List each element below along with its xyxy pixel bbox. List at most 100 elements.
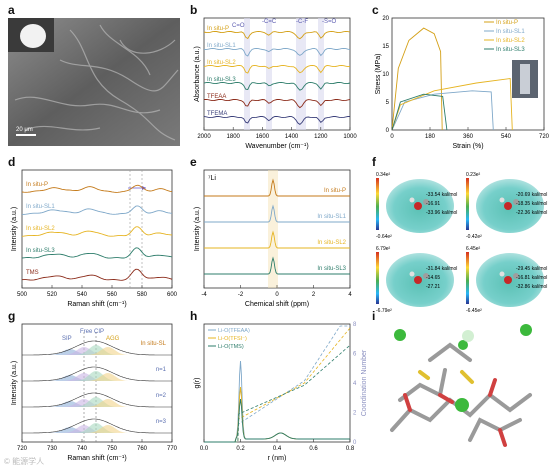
esp-value-label: -27.21 bbox=[426, 284, 440, 290]
panel-a-sem-image: 20 μm bbox=[8, 18, 180, 146]
tick-label: -2 bbox=[238, 292, 244, 298]
stress-strain-legend: In situ-P In situ-SL1 In situ-SL2 In situ-S… bbox=[484, 20, 525, 53]
tick-label: 0 bbox=[275, 292, 279, 298]
panel-letters: a b c d e f g h i bbox=[8, 3, 379, 323]
coordination-trace bbox=[204, 344, 351, 443]
raman-trace bbox=[21, 268, 173, 281]
raman-fit-row-labels: In situ-SL n=1 n=2 n=3 bbox=[141, 341, 167, 425]
esp-colorbar bbox=[466, 178, 469, 230]
panel-b-ftir-chart: C=O -C=C -C-F -S=O In situ-PIn situ-SL1I… bbox=[194, 17, 357, 150]
tick-label: 560 bbox=[107, 292, 118, 298]
esp-map: 0.34e² -0.64e² -33.54 kal/mol -16.91 -33.96 … bbox=[376, 172, 457, 240]
esp-scale-bottom: -0.64e² bbox=[376, 234, 392, 240]
raman-fit-row-label: n=2 bbox=[156, 393, 167, 399]
esp-value-label: -16.81 kal/mol bbox=[516, 275, 547, 281]
tick-label: 4 bbox=[348, 292, 352, 298]
tick-label: 0 bbox=[390, 134, 394, 140]
fit-peak bbox=[86, 373, 130, 381]
li-ion-2 bbox=[458, 340, 468, 350]
tick-label: 500 bbox=[17, 292, 28, 298]
esp-atom-o bbox=[504, 276, 512, 284]
tick-label: 750 bbox=[107, 446, 118, 452]
esp-scale-bottom: -6.79e² bbox=[376, 308, 392, 314]
rdf-traces bbox=[204, 325, 351, 443]
species-label-free: Free bbox=[80, 329, 93, 335]
esp-scale-top: 0.23e² bbox=[466, 172, 481, 178]
tick-label: 20 bbox=[382, 16, 389, 22]
membrane-disc-photo bbox=[20, 24, 46, 48]
tick-label: 540 bbox=[501, 134, 512, 140]
tick-label: 0.0 bbox=[200, 446, 209, 452]
tick-label: 520 bbox=[47, 292, 58, 298]
rdf-x-ticks: 0.0 0.2 0.4 0.6 0.8 bbox=[200, 439, 355, 452]
esp-value-label: -33.54 kal/mol bbox=[426, 192, 457, 198]
ftir-traces bbox=[203, 30, 351, 125]
esp-atom-o bbox=[414, 276, 422, 284]
esp-colorbar bbox=[376, 252, 379, 304]
panel-i-md-snapshot bbox=[390, 324, 532, 447]
tick-label: 6 bbox=[353, 352, 357, 358]
raman-y-axis-label: Intensity (a.u.) bbox=[11, 207, 18, 251]
species-label-sip: SIP bbox=[62, 336, 72, 342]
ftir-series-label: In situ-P bbox=[207, 26, 229, 32]
nmr-trace bbox=[204, 204, 350, 223]
esp-value-label: -16.91 bbox=[426, 201, 440, 207]
esp-value-label: -14.65 bbox=[426, 275, 440, 281]
raman-fit-peaks bbox=[22, 340, 172, 434]
tick-label: 740 bbox=[77, 446, 88, 452]
tick-label: 760 bbox=[137, 446, 148, 452]
tick-label: 770 bbox=[167, 446, 178, 452]
tick-label: 730 bbox=[47, 446, 58, 452]
raman-series-label: In situ-P bbox=[26, 182, 48, 188]
esp-scale-top: 0.34e² bbox=[376, 172, 391, 178]
tick-label: 1800 bbox=[227, 134, 241, 140]
tick-label: -4 bbox=[201, 292, 207, 298]
tick-label: 5 bbox=[386, 100, 390, 106]
esp-atom-c bbox=[423, 273, 429, 279]
band-label-c-o: C=O bbox=[232, 23, 245, 29]
nmr-trace bbox=[204, 178, 350, 197]
nmr-trace bbox=[204, 256, 350, 275]
raman-series-label: In situ-SL3 bbox=[26, 248, 55, 254]
tick-label: 360 bbox=[463, 134, 474, 140]
li-ion-3 bbox=[455, 398, 469, 412]
tick-label: 180 bbox=[425, 134, 436, 140]
rdf-trace bbox=[204, 398, 350, 443]
ftir-trace bbox=[203, 47, 351, 57]
nmr-traces bbox=[204, 178, 350, 275]
legend-label: In situ-SL1 bbox=[496, 29, 525, 35]
ftir-x-ticks: 2000 1800 1600 1400 1200 1000 bbox=[197, 127, 357, 140]
esp-value-label: -20.69 kal/mol bbox=[516, 192, 547, 198]
ftir-trace bbox=[203, 30, 351, 40]
panel-letter-f: f bbox=[372, 155, 377, 169]
fit-peak bbox=[86, 425, 130, 433]
nmr-series-label: In situ-SL3 bbox=[317, 266, 346, 272]
panel-letter-c: c bbox=[372, 3, 379, 17]
tick-label: 0.4 bbox=[273, 446, 282, 452]
esp-value-label: -29.45 kal/mol bbox=[516, 266, 547, 272]
tick-label: 1400 bbox=[285, 134, 299, 140]
rdf-y2-axis-label: Coordination Number bbox=[361, 349, 368, 416]
fit-envelope bbox=[22, 392, 172, 408]
esp-scale-top: 6.45e² bbox=[466, 246, 481, 252]
raman-fit-row-label: n=1 bbox=[156, 367, 167, 373]
legend-label: Li-O(TMS) bbox=[218, 344, 244, 350]
fit-envelope bbox=[22, 418, 172, 434]
rdf-coordination-ticks: 0 2 4 6 8 bbox=[353, 322, 357, 446]
raman-trace bbox=[21, 184, 173, 193]
stress-strain-traces bbox=[391, 27, 513, 131]
legend-label: Li-O(TFSI⁻) bbox=[218, 336, 247, 342]
nmr-trace bbox=[204, 230, 350, 249]
esp-colorbar bbox=[466, 252, 469, 304]
esp-atom-o bbox=[504, 202, 512, 210]
ftir-series-label: In situ-SL3 bbox=[207, 77, 236, 83]
fit-envelope bbox=[22, 366, 172, 382]
nmr-x-axis-label: Chemical shift (ppm) bbox=[245, 301, 309, 308]
watermark: © 能源学人 bbox=[4, 456, 44, 466]
esp-map: 6.45e² -6.45e² -29.45 kal/mol -16.81 kal/mo… bbox=[466, 246, 547, 314]
tick-label: 600 bbox=[167, 292, 178, 298]
tick-label: 720 bbox=[17, 446, 28, 452]
esp-scale-bottom: -6.45e² bbox=[466, 308, 482, 314]
panel-letter-i: i bbox=[372, 309, 375, 323]
